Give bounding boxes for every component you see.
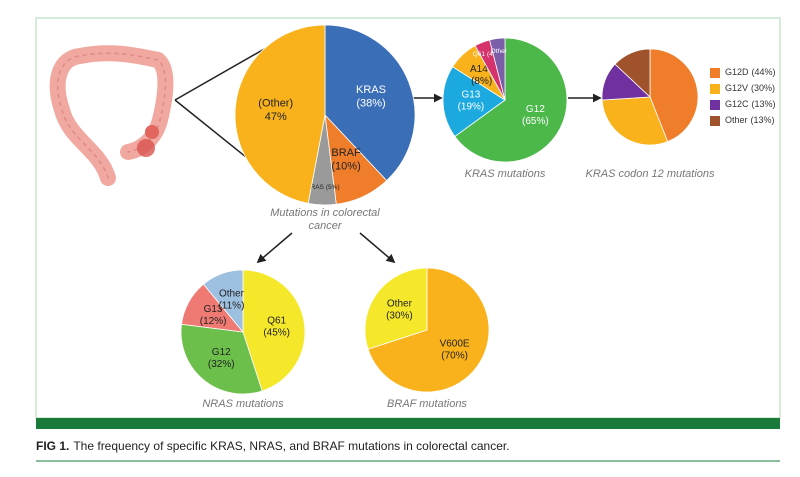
slice-category: G13 <box>461 90 480 101</box>
slice-category: Q61 <box>473 51 486 58</box>
slice-category: BRAF <box>331 147 361 159</box>
legend-label: G12C (13%) <box>725 99 776 109</box>
legend-value-label: (13%) <box>751 115 775 125</box>
slice-category: V600E <box>440 339 470 350</box>
slice-value-label: 47% <box>265 111 287 123</box>
slice-category: KRAS <box>356 84 386 96</box>
slice-value-label: (30%) <box>386 311 413 322</box>
slice-value-label: (19%) <box>458 102 485 113</box>
arrow <box>359 232 396 264</box>
slice-value-label: (45%) <box>263 327 290 338</box>
legend-label: G12V (30%) <box>725 83 775 93</box>
legend-category: Other <box>725 115 748 125</box>
pie-slice <box>324 24 416 182</box>
chart-title: Mutations in colorectal cancer <box>270 207 380 232</box>
slice-value-label: (32%) <box>208 359 235 370</box>
caption-text: The frequency of specific KRAS, NRAS, an… <box>73 439 510 453</box>
slice-value-label: (38%) <box>356 97 385 109</box>
legend-label: G12D (44%) <box>725 67 776 77</box>
pie-slice <box>364 267 428 350</box>
legend-category: G12D <box>725 67 749 77</box>
legend-label: Other (13%) <box>725 115 775 125</box>
pie-slice <box>601 96 669 146</box>
arrow <box>256 232 293 264</box>
slice-label: NRAS (5%) <box>306 184 340 191</box>
caption-label: FIG 1. <box>36 439 70 453</box>
slice-category: G13 <box>204 304 223 315</box>
slice-category: (Other) <box>258 98 293 110</box>
chart-title: KRAS mutations <box>464 168 546 180</box>
legend-swatch <box>710 116 720 126</box>
chart-title: NRAS mutations <box>202 398 284 410</box>
slice-label: Other <box>491 48 508 55</box>
legend-value-label: (13%) <box>752 99 776 109</box>
pie-slice <box>489 37 506 101</box>
green-bar <box>36 418 780 429</box>
pie-slice <box>454 37 568 163</box>
slice-category: G12 <box>526 104 545 115</box>
slice-value-label: (11%) <box>218 301 244 312</box>
slice-value-label: (70%) <box>441 351 468 362</box>
pie-slice <box>234 24 326 204</box>
slice-value-label: (65%) <box>522 116 549 127</box>
slice-category: Other <box>387 299 413 310</box>
slice-value-label: (12%) <box>200 316 227 327</box>
slice-category: NRAS <box>306 184 325 191</box>
pie-slice <box>242 269 306 392</box>
slice-category: G12 <box>212 347 231 358</box>
slice-value-label: (8%) <box>471 76 492 87</box>
slice-category: Q61 <box>267 315 286 326</box>
legend-swatch <box>710 100 720 110</box>
legend-swatch <box>710 84 720 94</box>
legend-value-label: (44%) <box>752 67 776 77</box>
chart-title: BRAF mutations <box>387 398 467 410</box>
chart-title: KRAS codon 12 mutations <box>585 168 715 180</box>
pie-slice <box>202 269 244 334</box>
slice-category: Other <box>491 48 508 55</box>
slice-value-label: (5%) <box>326 184 340 191</box>
pie-slice <box>649 48 699 143</box>
legend-value-label: (30%) <box>751 83 775 93</box>
pie-slice <box>367 267 490 393</box>
pie-slice <box>614 48 651 98</box>
legend-category: G12V <box>725 83 748 93</box>
caption: FIG 1. The frequency of specific KRAS, NR… <box>36 439 510 453</box>
pie-slice <box>180 323 263 395</box>
pie-slice <box>442 66 506 138</box>
slice-category: A146 <box>470 64 494 75</box>
legend-swatch <box>710 68 720 78</box>
legend-category: G12C <box>725 99 749 109</box>
slice-value-label: (10%) <box>331 160 360 172</box>
slice-category: Other <box>219 289 245 300</box>
colon-illustration <box>49 45 174 186</box>
